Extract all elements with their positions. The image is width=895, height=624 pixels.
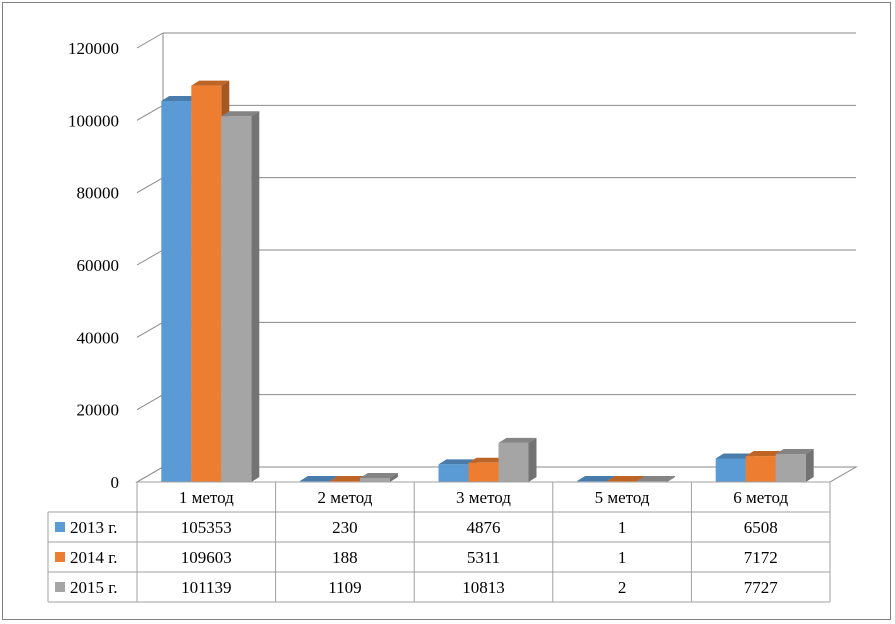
- y-tick-label: 20000: [77, 401, 120, 420]
- y-tick-label: 60000: [77, 256, 120, 275]
- bar-side: [389, 472, 398, 482]
- data-table: 1 метод 2 метод 3 метод 5 метод 6 метод 2013 …: [47, 481, 831, 603]
- bar-top: [191, 80, 230, 86]
- y-tick-label: 0: [111, 473, 120, 492]
- bar-top: [221, 111, 260, 117]
- bars: [161, 80, 814, 483]
- bar-side: [251, 111, 260, 482]
- data-table-cell: 4876: [467, 518, 501, 537]
- category-label: 5 метод: [595, 488, 650, 507]
- legend-label: 2013 г.: [70, 518, 118, 537]
- y-tick-label: 120000: [68, 39, 119, 58]
- side-gridline: [136, 177, 164, 194]
- bar-top: [715, 453, 754, 459]
- bar-3-3: [498, 437, 537, 482]
- category-label: 6 метод: [733, 488, 788, 507]
- bar-front: [468, 462, 499, 482]
- bar-top: [745, 451, 784, 457]
- bar-front: [715, 458, 746, 482]
- data-table-cell: 6508: [744, 518, 778, 537]
- legend-swatch: [55, 522, 65, 532]
- category-label: 3 метод: [456, 488, 511, 507]
- bar-side: [528, 437, 537, 482]
- bar-front: [498, 442, 529, 482]
- bar-front: [191, 85, 222, 483]
- bar-top: [498, 437, 537, 443]
- bar-top: [161, 95, 200, 101]
- bar-front: [745, 456, 776, 482]
- data-table-cell: 101139: [181, 578, 231, 597]
- side-gridline: [136, 321, 164, 338]
- data-table-cell: 1109: [328, 578, 361, 597]
- bar-3-5: [775, 449, 814, 482]
- data-table-cell: 230: [332, 518, 358, 537]
- bar-top: [329, 476, 368, 481]
- y-tick-label: 100000: [68, 111, 119, 130]
- data-table-cell: 7172: [744, 548, 778, 567]
- legend-swatch: [55, 552, 65, 562]
- side-gridline: [136, 249, 164, 266]
- bar-top: [577, 476, 616, 481]
- data-table-cell: 105353: [181, 518, 232, 537]
- bar-front: [359, 477, 390, 482]
- category-label: 2 метод: [317, 488, 372, 507]
- bar-front: [221, 116, 252, 482]
- bar-top: [468, 457, 507, 463]
- data-table-cell: 10813: [462, 578, 505, 597]
- bar-top: [359, 472, 398, 478]
- side-gridline: [136, 394, 164, 411]
- bar-top: [775, 449, 814, 455]
- y-tick-label: 80000: [77, 184, 120, 203]
- bar-front: [438, 464, 469, 482]
- data-table-cell: 7727: [744, 578, 779, 597]
- bar-top: [438, 459, 477, 465]
- side-gridline: [136, 104, 164, 121]
- data-table-cell: 2: [618, 578, 627, 597]
- legend-label: 2015 г.: [70, 578, 118, 597]
- bar-front: [161, 100, 192, 482]
- data-table-cell: 109603: [181, 548, 232, 567]
- bar-top: [637, 476, 676, 481]
- legend-label: 2014 г.: [70, 548, 118, 567]
- bar-side: [805, 449, 814, 482]
- data-table-cell: 1: [618, 548, 627, 567]
- bar-top: [299, 476, 338, 481]
- bar-3-2: [359, 472, 398, 482]
- bar-top: [607, 476, 646, 481]
- y-axis: 0 20000 40000 60000 80000 100000 120000: [68, 39, 119, 492]
- side-gridline: [136, 32, 164, 49]
- data-table-cell: 1: [618, 518, 627, 537]
- data-table-cell: 188: [332, 548, 358, 567]
- bar-3-1: [221, 111, 260, 482]
- bar-side: [667, 476, 676, 482]
- bar-front: [775, 454, 806, 482]
- category-label: 1 метод: [179, 488, 234, 507]
- legend-swatch: [55, 582, 65, 592]
- data-table-cell: 5311: [467, 548, 500, 567]
- y-tick-label: 40000: [77, 328, 120, 347]
